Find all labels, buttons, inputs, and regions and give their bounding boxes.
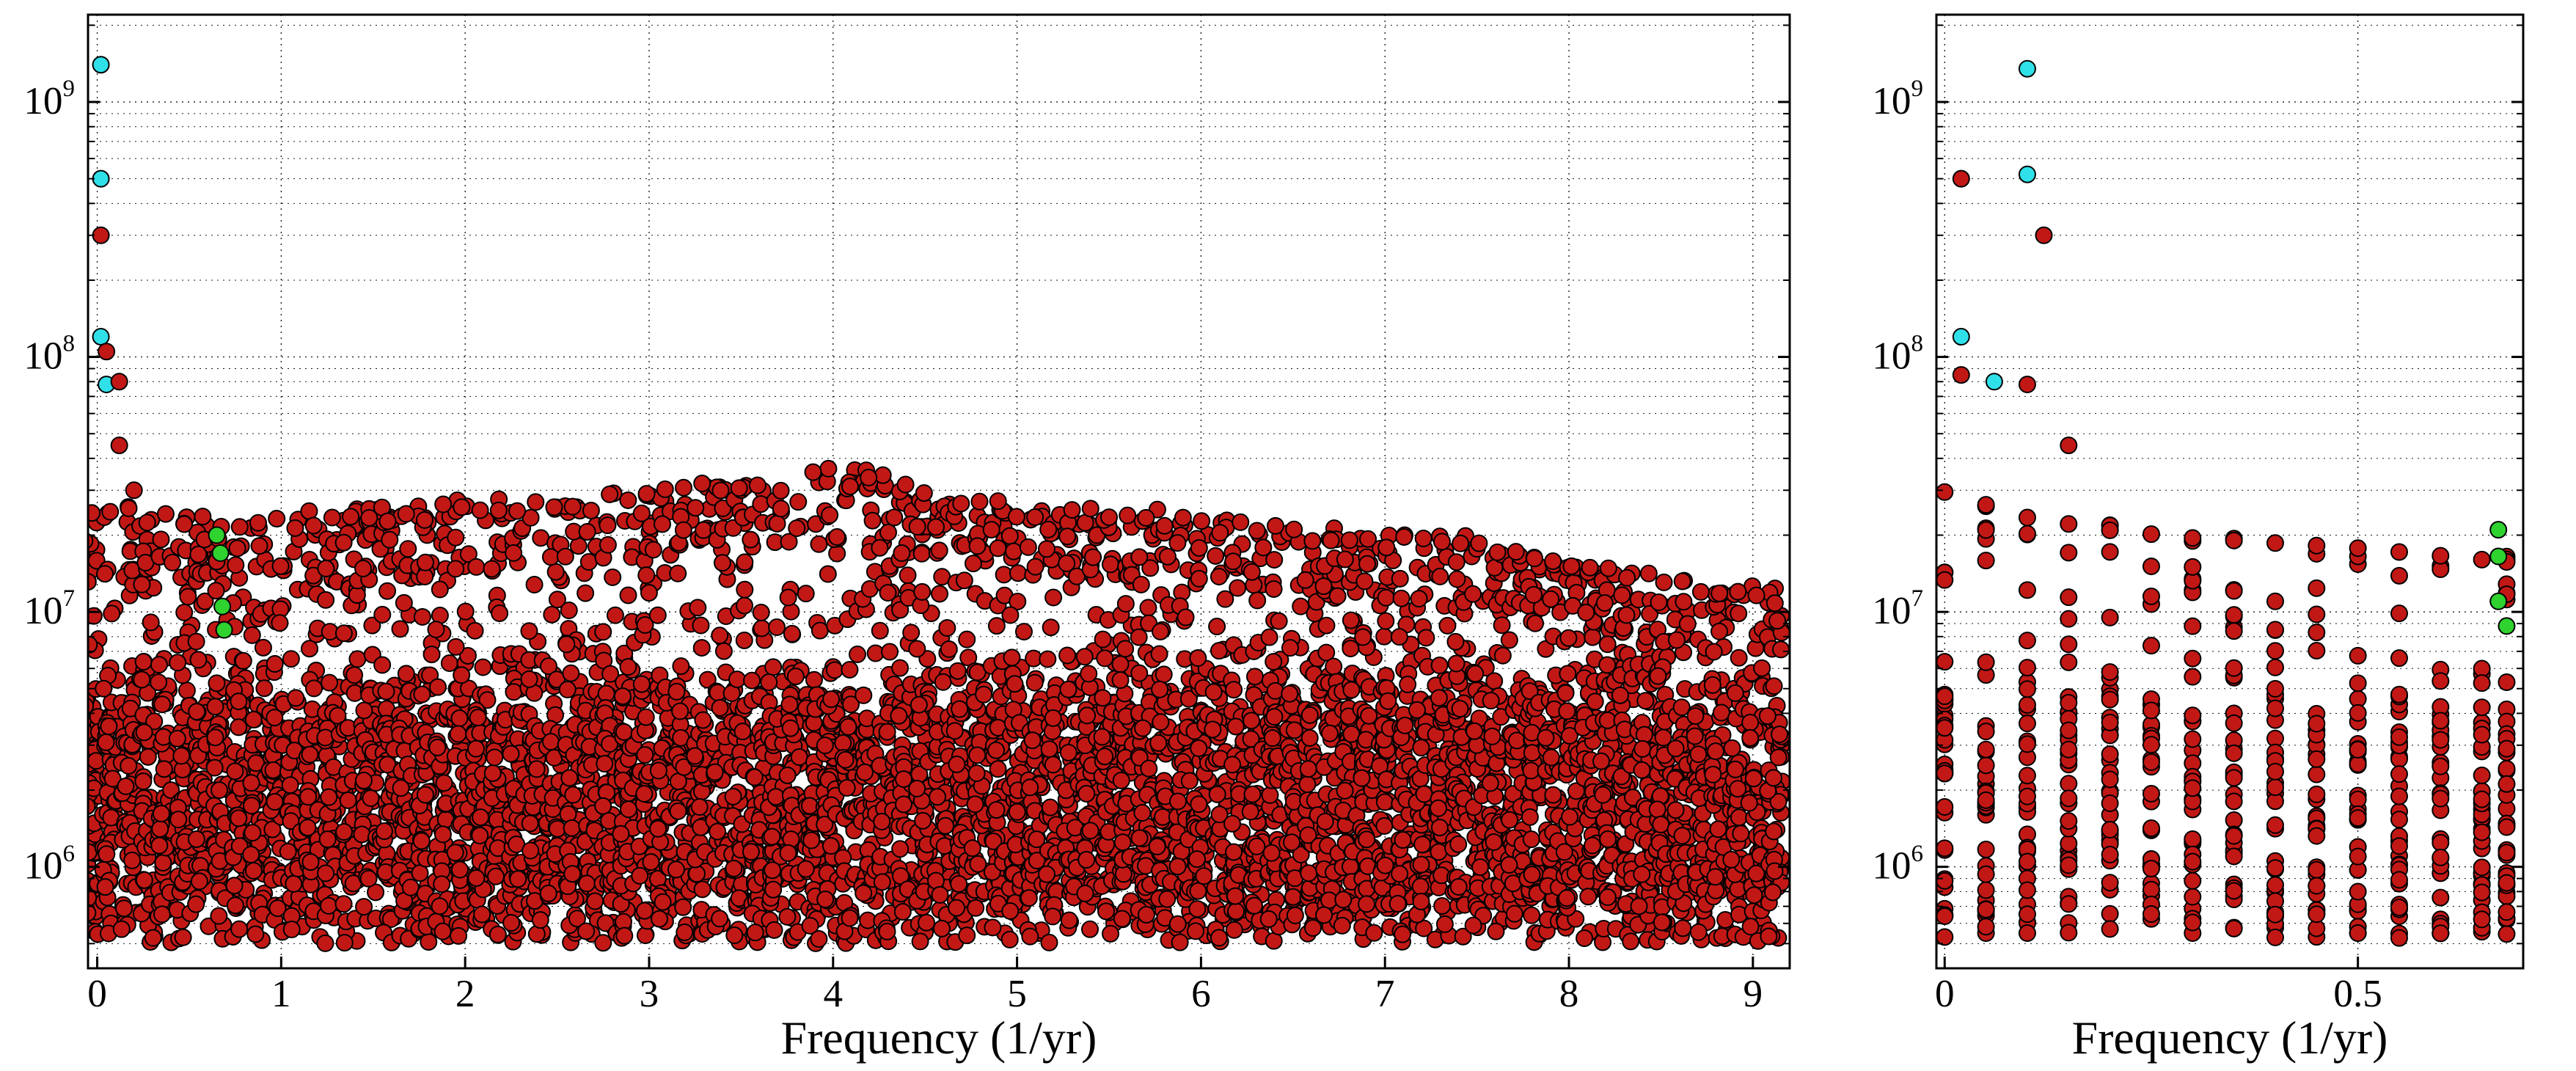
marker-green (2490, 593, 2506, 610)
marker-green (2498, 618, 2514, 634)
marker-cyan (1986, 373, 2002, 390)
x-tick-label: 0.5 (2333, 972, 2382, 1015)
y-tick-label: 106 (23, 841, 75, 888)
y-tick-label: 107 (1872, 585, 1923, 632)
x-tick-label: 5 (1007, 972, 1027, 1015)
y-tick-label: 108 (23, 331, 75, 378)
x-tick-label: 9 (1743, 972, 1763, 1015)
right-scatter-panel: 00.5106107108109 Frequency (1/yr) (1936, 15, 2523, 1071)
right-x-axis-label: Frequency (1/yr) (1936, 1011, 2523, 1065)
marker-green (209, 527, 225, 544)
marker-red (111, 437, 128, 453)
marker-green (2490, 522, 2506, 538)
x-tick-label: 7 (1375, 972, 1395, 1015)
marker-green (214, 599, 230, 615)
y-tick-label: 107 (23, 585, 75, 632)
x-tick-label: 4 (823, 972, 843, 1015)
marker-cyan (93, 171, 109, 187)
x-tick-label: 6 (1191, 972, 1211, 1015)
x-tick-label: 1 (271, 972, 291, 1015)
marker-red (111, 373, 128, 390)
marker-red (1953, 367, 1969, 383)
left-scatter-panel: 0123456789106107108109 Frequency (1/yr) (88, 15, 1790, 1071)
marker-red (93, 227, 109, 244)
x-tick-label: 0 (87, 972, 107, 1015)
marker-cyan (1953, 329, 1969, 345)
left-scatter-svg: 0123456789106107108109 (88, 15, 1790, 968)
x-tick-label: 8 (1559, 972, 1579, 1015)
marker-red (2035, 227, 2052, 244)
marker-red (2019, 376, 2035, 392)
y-tick-label: 109 (23, 76, 75, 123)
y-tick-label: 109 (1872, 76, 1923, 123)
marker-cyan (2019, 61, 2035, 77)
y-tick-label: 108 (1872, 331, 1923, 378)
marker-green (2490, 549, 2506, 565)
marker-green (216, 622, 233, 638)
y-tick-label: 106 (1872, 841, 1923, 888)
x-tick-label: 2 (455, 972, 475, 1015)
marker-red (2060, 437, 2076, 453)
right-scatter-svg: 00.5106107108109 (1936, 15, 2523, 968)
marker-cyan (93, 56, 109, 73)
marker-cyan (2019, 167, 2035, 183)
marker-red (98, 343, 114, 359)
marker-cyan (93, 329, 109, 345)
x-tick-label: 3 (640, 972, 659, 1015)
marker-red (1953, 171, 1969, 187)
marker-green (213, 545, 229, 561)
marker-red (126, 482, 142, 498)
x-tick-label: 0 (1935, 972, 1955, 1015)
left-x-axis-label: Frequency (1/yr) (88, 1011, 1790, 1065)
figure-stage: 0123456789106107108109 Frequency (1/yr) … (0, 0, 2576, 1071)
